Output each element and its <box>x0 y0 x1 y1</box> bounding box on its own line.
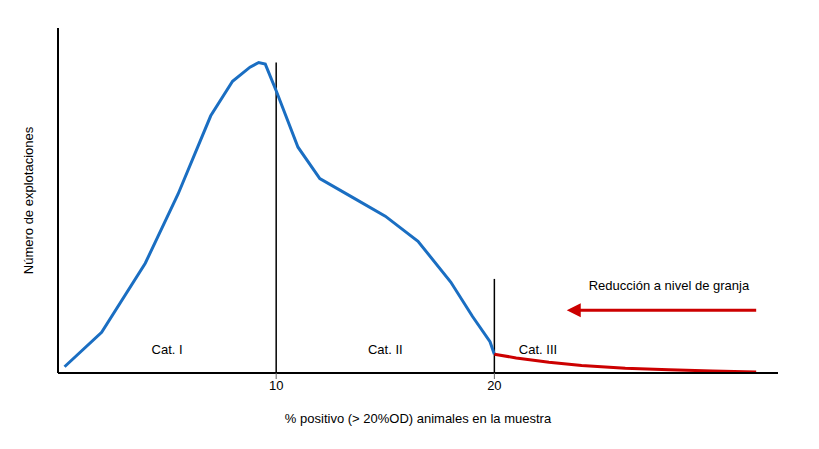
svg-text:% positivo (> 20%OD) animales: % positivo (> 20%OD) animales en la mues… <box>285 411 552 426</box>
svg-text:Cat. II: Cat. II <box>368 342 403 357</box>
svg-text:Cat. III: Cat. III <box>519 342 557 357</box>
svg-text:Reducción a nivel de granja: Reducción a nivel de granja <box>589 278 750 293</box>
svg-text:Número de explotaciones: Número de explotaciones <box>21 126 36 274</box>
svg-text:20: 20 <box>487 378 501 393</box>
svg-text:10: 10 <box>269 378 283 393</box>
svg-text:Cat. I: Cat. I <box>152 342 183 357</box>
